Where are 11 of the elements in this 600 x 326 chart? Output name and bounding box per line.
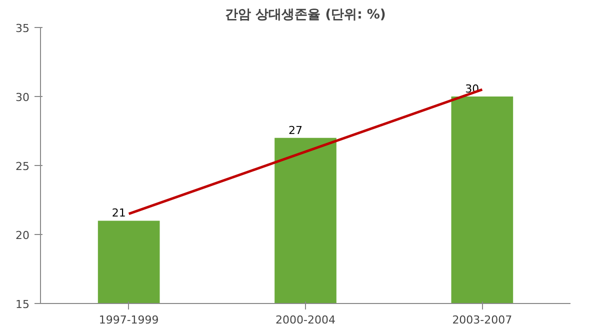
x-tick-label: 1997-1999: [98, 314, 159, 326]
y-tick-label: 15: [16, 298, 30, 311]
x-tick-label: 2000-2004: [276, 314, 336, 326]
y-tick-label: 35: [16, 22, 30, 35]
chart-title: 간암 상대생존율 (단위: %): [225, 8, 386, 22]
y-tick-label: 25: [16, 160, 30, 173]
y-tick-label: 30: [16, 91, 30, 104]
data-label: 27: [288, 124, 302, 137]
x-tick-label: 2003-2007: [452, 314, 512, 326]
data-label: 21: [112, 206, 126, 220]
y-tick-label: 20: [16, 229, 30, 242]
